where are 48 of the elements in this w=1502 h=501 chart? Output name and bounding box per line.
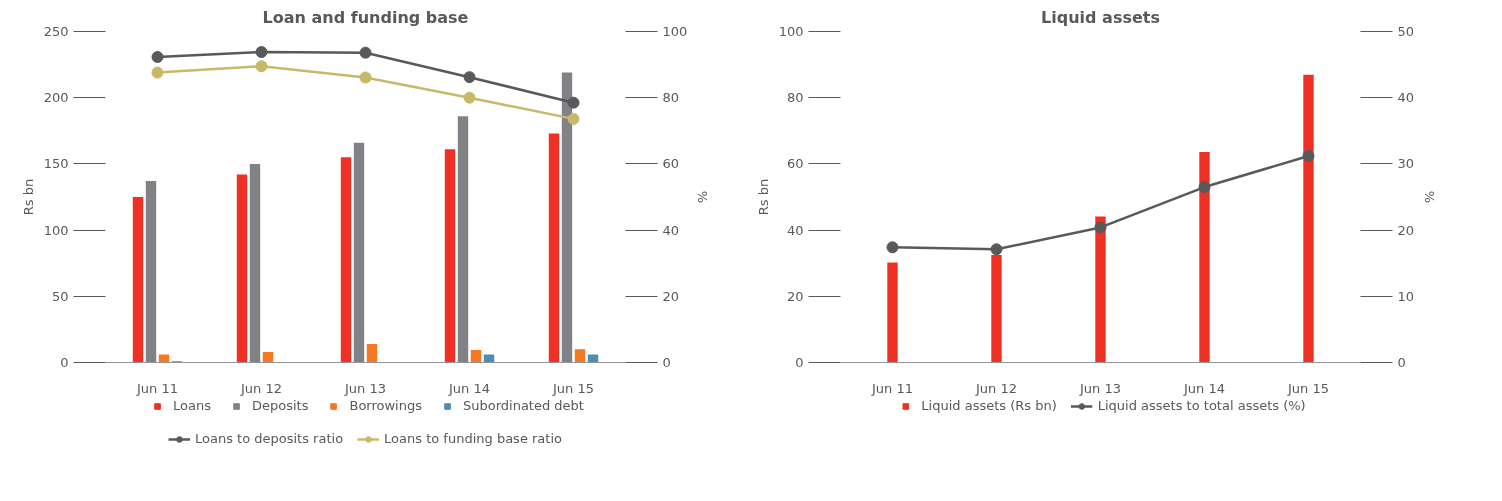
x-tick-label: Jun 15 [552,380,595,396]
y-axis-title: Rs bn [755,178,771,216]
legend-label: Loans to deposits ratio [195,431,344,446]
x-tick-label: Jun 11 [871,380,914,396]
y2-axis-title: % [695,190,711,204]
x-tick-label: Jun 12 [975,380,1018,396]
y2-axis-title: % [1422,190,1438,204]
legend-label: Borrowings [349,398,422,413]
y2-tick-label: 0 [1397,355,1406,370]
y2-tick-label: 20 [1397,222,1415,238]
y-tick-label: 0 [60,355,69,370]
y2-tick-label: 40 [1397,90,1415,106]
y2-tick-label: 100 [662,24,688,39]
y2-tick-label: 40 [662,222,680,238]
chart-title: Loan and funding base [262,7,469,27]
y-tick-label: 20 [786,288,804,304]
legend-label: Deposits [252,398,309,413]
x-tick-label: Jun 13 [1079,380,1122,396]
y-tick-label: 60 [786,156,804,172]
y-tick-label: 40 [786,222,804,238]
y-tick-label: 50 [51,288,69,304]
y-tick-label: 250 [43,24,69,39]
y2-tick-label: 50 [1397,24,1415,39]
y2-tick-label: 80 [662,90,680,106]
legend-label: Subordinated debt [462,398,584,413]
x-tick-label: Jun 14 [448,380,491,396]
legend-label: Loans to funding base ratio [384,431,562,446]
y-tick-label: 150 [43,156,69,172]
y2-tick-label: 0 [662,355,671,370]
x-tick-label: Jun 15 [1287,380,1330,396]
y-axis-title: Rs bn [20,178,36,216]
x-tick-label: Jun 14 [1183,380,1226,396]
x-tick-label: Jun 12 [240,380,283,396]
y2-tick-label: 20 [662,288,680,304]
y-tick-label: 100 [778,24,804,39]
legend-label: Liquid assets (Rs bn) [921,398,1057,413]
legend-label: Liquid assets to total assets (%) [1097,398,1306,413]
chart-title: Liquid assets [1041,7,1160,27]
y-tick-label: 200 [43,90,69,106]
y2-tick-label: 30 [1397,156,1415,172]
legend-label: Loans [173,398,211,413]
y-tick-label: 0 [795,355,804,370]
y2-tick-label: 60 [662,156,680,172]
y-tick-label: 100 [43,222,69,238]
x-tick-label: Jun 11 [136,380,179,396]
y2-tick-label: 10 [1397,288,1415,304]
y-tick-label: 80 [786,90,804,106]
x-tick-label: Jun 13 [344,380,387,396]
